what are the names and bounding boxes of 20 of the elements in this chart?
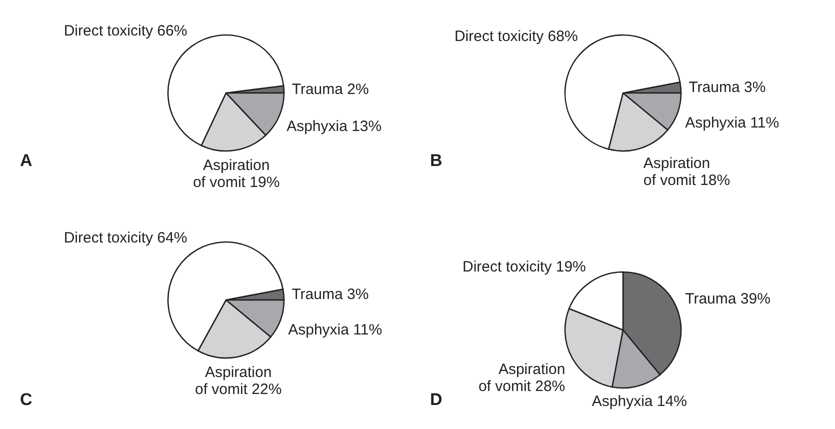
slice-label: Direct toxicity 19%	[462, 258, 586, 276]
slice-label: Direct toxicity 66%	[64, 22, 188, 40]
slice-label: Asphyxia 11%	[685, 114, 780, 132]
slice-label: Aspiration of vomit 22%	[195, 364, 282, 398]
slice-label: Aspiration of vomit 18%	[643, 154, 730, 189]
slice-label: Aspiration of vomit 28%	[478, 360, 566, 395]
slice-label: Trauma 39%	[685, 290, 770, 308]
slice-label: Direct toxicity 64%	[64, 230, 188, 247]
slice-label: Trauma 3%	[292, 286, 369, 303]
slice-label: Direct toxicity 68%	[454, 28, 578, 45]
text: B	[430, 151, 442, 170]
slice-label: Trauma 2%	[292, 80, 369, 98]
text: C	[20, 390, 32, 409]
slice-label: Asphyxia 11%	[288, 321, 382, 338]
slice-label: Aspiration of vomit 19%	[192, 157, 280, 192]
slice-label: Asphyxia 14%	[592, 392, 687, 410]
slice-label: Trauma 3%	[688, 78, 766, 96]
slice-label: Asphyxia 13%	[286, 118, 382, 136]
text: A	[20, 151, 32, 170]
text: D	[430, 390, 442, 409]
